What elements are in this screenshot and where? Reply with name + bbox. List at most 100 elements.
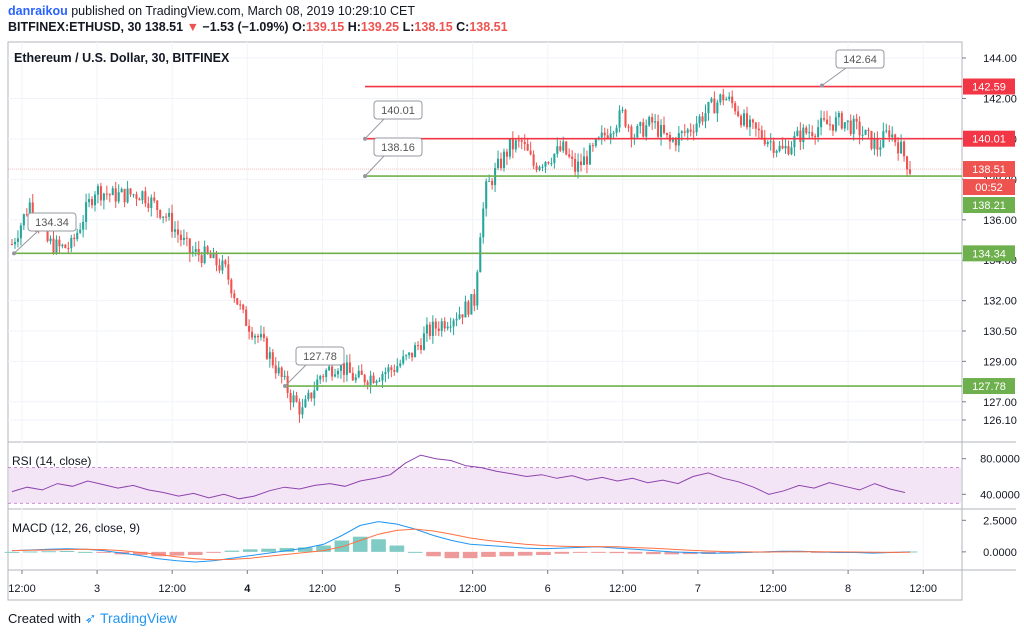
price-callout [373, 137, 423, 157]
candle-body [313, 390, 316, 399]
macd-tick-label: 2.5000 [983, 515, 1017, 527]
candle-body [22, 214, 25, 226]
price-callout-label: 140.01 [381, 105, 415, 117]
candle-body [298, 401, 301, 415]
candle-body [716, 102, 719, 114]
candle-body [511, 138, 514, 150]
candle-body [390, 367, 393, 371]
macd-histogram-bar [352, 536, 368, 552]
macd-histogram-bar [517, 551, 533, 556]
candle-body [695, 123, 698, 133]
candle-body [846, 120, 849, 123]
candle-body [437, 328, 440, 331]
candle-body [855, 118, 858, 122]
open-value: 139.15 [305, 20, 345, 34]
macd-pane: 2.5000 0.0000 [4, 515, 1017, 563]
candle-body [680, 131, 683, 134]
candle-body [772, 141, 775, 153]
candle-body [76, 232, 79, 240]
price-callout [835, 49, 885, 69]
candle-body [114, 188, 117, 202]
macd-histogram-bar [224, 550, 240, 552]
candle-body [734, 103, 737, 112]
candle-body [689, 129, 692, 132]
candle-body [757, 128, 760, 131]
candle-body [242, 304, 245, 310]
candle-body [645, 125, 648, 137]
macd-histogram-bar [591, 551, 606, 553]
candle-body [579, 161, 583, 166]
candle-body [280, 367, 283, 377]
rsi-pane: 80.0000 40.0000 [8, 454, 1020, 504]
created-with-label: Created with [8, 611, 81, 626]
tradingview-brand[interactable]: TradingView [99, 610, 178, 626]
macd-histogram-bar [481, 551, 496, 557]
candle-body [834, 117, 837, 131]
candle-body [168, 212, 171, 217]
candle-body [194, 248, 197, 252]
candle-body [618, 110, 621, 128]
time-tick-label: 12:00 [759, 583, 787, 595]
candle-body [582, 156, 586, 166]
candle-body [162, 216, 165, 218]
candle-body [378, 380, 381, 382]
candle-body [396, 366, 399, 372]
candle-body [25, 214, 28, 216]
macd-histogram-bar [187, 551, 203, 556]
candle-body [520, 140, 523, 142]
macd-histogram-bar [4, 551, 20, 553]
candle-body [156, 200, 159, 210]
candle-body [704, 113, 707, 122]
candle-body [642, 122, 645, 137]
macd-histogram-bar [77, 551, 93, 553]
candle-body [375, 380, 378, 383]
candle-body [820, 118, 823, 128]
candle-body [102, 193, 105, 201]
candle-body [888, 130, 891, 138]
candle-body [692, 131, 695, 133]
candle-body [728, 96, 731, 100]
candle-body [624, 109, 627, 127]
candle-body [446, 326, 449, 329]
time-axis: 12:00 3 12:00 4 12:00 5 12:00 6 12:00 7 12:00 8 12:0… [8, 570, 937, 595]
candle-body [171, 212, 174, 232]
high-label: H: [347, 20, 361, 34]
macd-histogram-bar [206, 551, 221, 553]
candle-body [876, 139, 879, 150]
candle-body [384, 372, 387, 375]
candle-body [903, 141, 906, 157]
price-callouts: 142.64 140.01 138.16 134.34 127.78 [12, 49, 885, 389]
candle-body [55, 239, 58, 253]
candle-body [325, 370, 328, 377]
candle-body [431, 321, 434, 336]
callout-anchor [820, 83, 824, 88]
price-tick-label: 142.00 [983, 93, 1017, 105]
candle-body [422, 333, 425, 350]
candle-body [707, 102, 710, 114]
candle-body [470, 294, 473, 315]
candle-body [814, 136, 817, 138]
candle-body [203, 246, 206, 264]
candle-body [111, 188, 114, 196]
candle-body [719, 94, 722, 103]
rsi-tick-label: 80.0000 [980, 454, 1020, 466]
callout-leader [284, 364, 307, 387]
candle-body [606, 135, 609, 139]
candle-body [197, 248, 200, 256]
candle-body [556, 146, 559, 154]
candle-body [265, 338, 268, 359]
candle-body [411, 352, 414, 358]
candle-body [307, 392, 310, 400]
candle-body [828, 124, 832, 126]
candle-body [64, 244, 67, 248]
candle-body [808, 132, 811, 134]
candle-body [731, 96, 734, 104]
candle-body [671, 139, 674, 142]
callout-anchor [363, 174, 367, 179]
candle-body [796, 130, 799, 136]
author-name[interactable]: danraikou [8, 4, 68, 18]
candle-body [120, 188, 123, 193]
macd-histogram-bar [426, 551, 441, 557]
candle-body [331, 366, 334, 377]
